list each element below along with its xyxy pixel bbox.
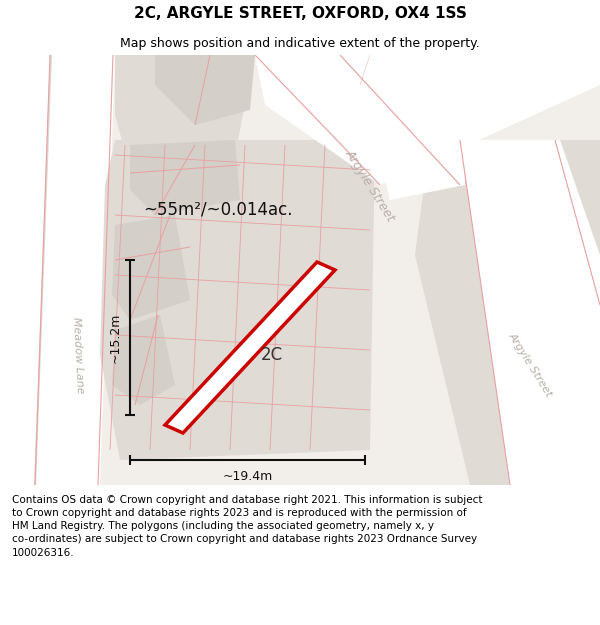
Text: ~15.2m: ~15.2m bbox=[109, 312, 122, 362]
Polygon shape bbox=[460, 140, 600, 485]
Polygon shape bbox=[415, 140, 600, 485]
Polygon shape bbox=[130, 140, 240, 215]
Text: ~19.4m: ~19.4m bbox=[223, 470, 272, 483]
Polygon shape bbox=[112, 315, 175, 405]
Text: 2C, ARGYLE STREET, OXFORD, OX4 1SS: 2C, ARGYLE STREET, OXFORD, OX4 1SS bbox=[134, 6, 466, 21]
Polygon shape bbox=[0, 285, 38, 485]
Polygon shape bbox=[35, 55, 115, 485]
Polygon shape bbox=[100, 140, 375, 460]
Polygon shape bbox=[115, 55, 255, 170]
Polygon shape bbox=[0, 55, 52, 485]
Text: Meadow Lane: Meadow Lane bbox=[71, 316, 85, 394]
Polygon shape bbox=[0, 55, 600, 485]
Polygon shape bbox=[112, 215, 190, 320]
Text: 2C: 2C bbox=[261, 346, 283, 364]
Polygon shape bbox=[0, 55, 50, 485]
Text: Argyle Street: Argyle Street bbox=[506, 331, 554, 399]
Polygon shape bbox=[165, 262, 335, 433]
Text: ~55m²/~0.014ac.: ~55m²/~0.014ac. bbox=[143, 201, 293, 219]
Polygon shape bbox=[255, 55, 600, 185]
Polygon shape bbox=[360, 55, 465, 200]
Text: Map shows position and indicative extent of the property.: Map shows position and indicative extent… bbox=[120, 38, 480, 51]
Text: Contains OS data © Crown copyright and database right 2021. This information is : Contains OS data © Crown copyright and d… bbox=[12, 495, 482, 558]
Text: Argyle Street: Argyle Street bbox=[343, 147, 397, 223]
Polygon shape bbox=[155, 55, 255, 125]
